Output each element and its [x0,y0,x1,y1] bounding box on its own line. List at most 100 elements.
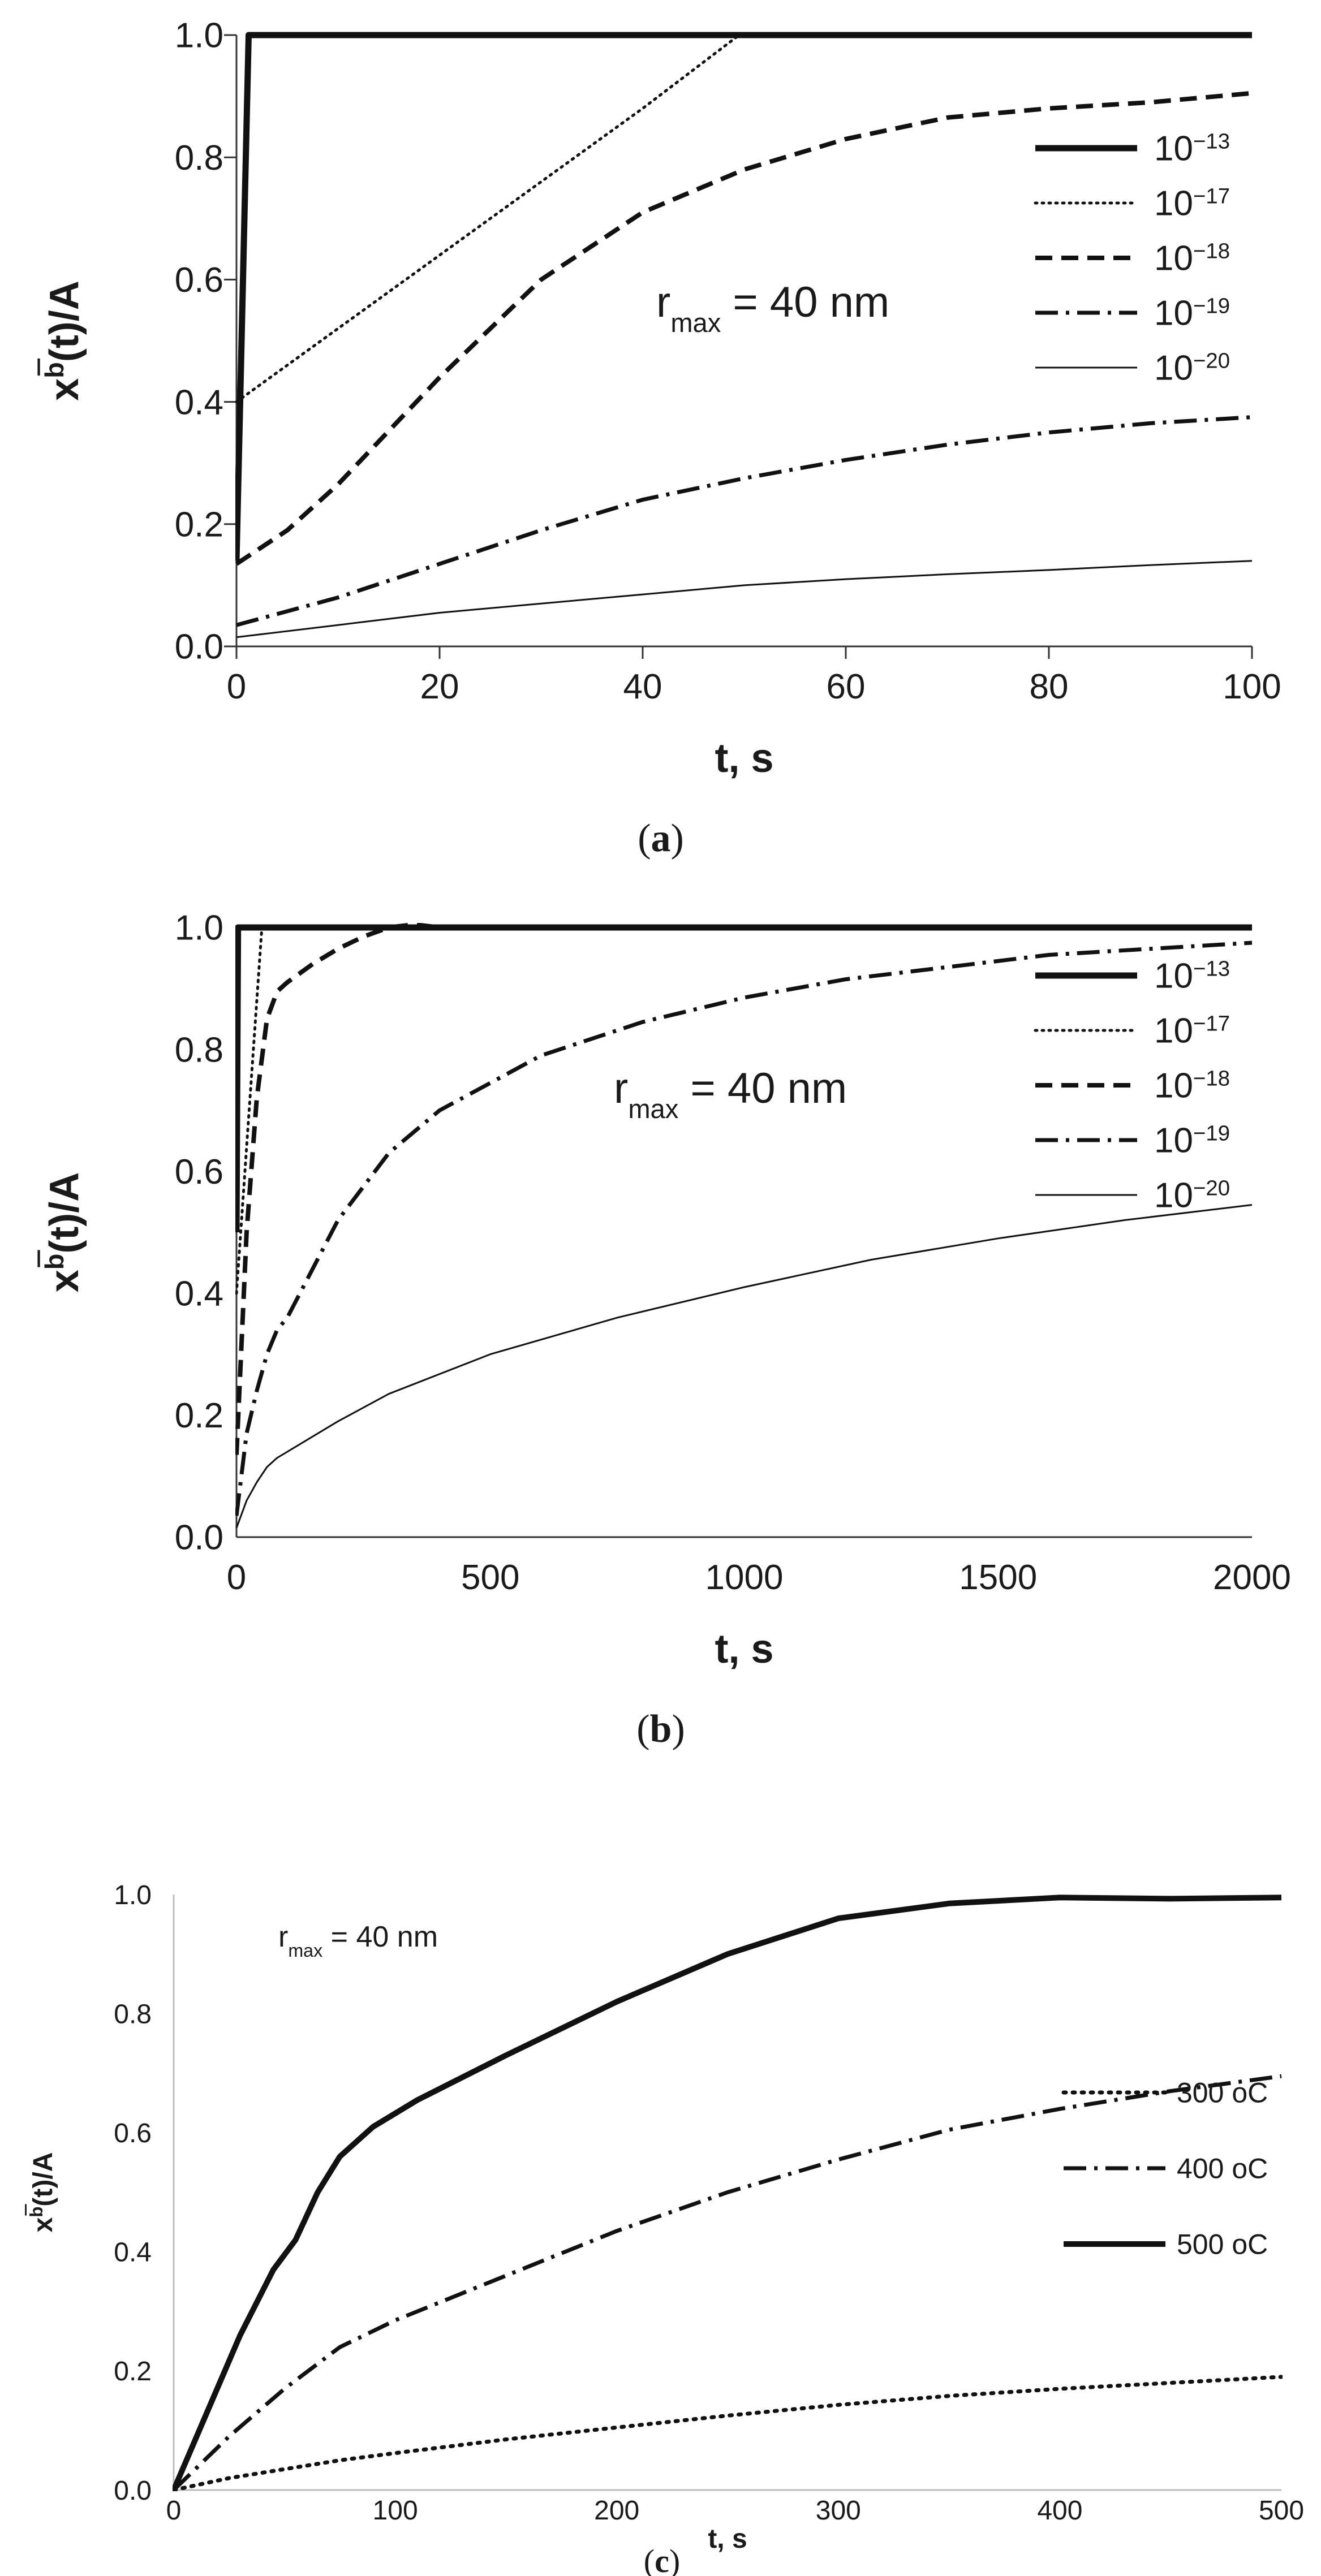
y-tick-label: 1.0 [175,909,223,948]
legend-exponent: −18 [1193,1066,1230,1090]
x-tick-label: 500 [1259,2496,1304,2526]
y-tick-label: 0.6 [175,1153,223,1192]
legend-label: 500 oC [1177,2229,1268,2260]
y-label-x: x [42,378,87,401]
y-axis-label: xb(t)/A [40,281,87,401]
chart-panel-c: 0 100 200 300 400 500 0.0 0.2 0.4 0.6 0.8 1.0 t, s xb… [25,1880,1304,2576]
series-line-2 [235,923,1252,1455]
legend-exponent: −19 [1193,294,1230,318]
panel-caption: (a) [638,817,684,860]
x-tick-label: 2000 [1213,1558,1291,1597]
x-tick-label: 1500 [959,1558,1037,1597]
legend-label: 10−17 [1154,1011,1230,1051]
y-axis-label: xb(t)/A [27,2152,59,2233]
legend-exponent: −17 [1193,1011,1230,1035]
series-line-1 [235,33,741,404]
caption-paren: ) [669,2543,680,2576]
annotation-r: r [656,278,670,326]
y-label-rest: (t)/A [28,2152,58,2207]
caption-letter: c [655,2543,669,2576]
series-line-0 [173,2375,1283,2491]
y-tick-label: 0.4 [114,2238,152,2268]
y-label-rest: (t)/A [42,281,87,362]
legend: 300 oC 400 oC 500 oC [1061,2077,1268,2260]
series-line-4 [235,1204,1253,1529]
legend-base: 10 [1154,239,1193,278]
legend-label: 10−13 [1154,956,1230,996]
y-tick-label: 0.0 [114,2476,152,2506]
caption-paren: ( [636,1707,649,1751]
y-axis-label: xb(t)/A [40,1172,87,1293]
legend-exponent: −17 [1193,184,1230,208]
legend-base: 10 [1154,957,1193,996]
series-line-3 [235,940,1253,1516]
x-tick-label: 80 [1030,667,1069,706]
legend-exponent: −13 [1193,956,1230,981]
annotation-rmax: rmax = 40 nm [278,1921,438,1961]
caption-letter: a [651,817,671,860]
x-tick-label: 0 [166,2496,182,2526]
y-label-rest: (t)/A [42,1172,87,1254]
y-tick-label: 1.0 [114,1880,152,1910]
series-line-3 [236,415,1253,627]
legend-label: 10−18 [1154,239,1230,278]
legend-exponent: −18 [1193,239,1230,263]
legend-base: 10 [1154,184,1193,223]
series-line-1 [235,926,264,1295]
x-axis-label: t, s [708,2524,747,2554]
y-tick-label: 0.2 [175,1396,223,1435]
annotation-rmax: rmax = 40 nm [614,1064,847,1124]
caption-paren: ) [672,1707,685,1751]
y-tick-label: 0.6 [114,2118,152,2148]
legend-label: 10−13 [1154,129,1230,169]
legend-label: 10−17 [1154,184,1230,223]
legend-label: 10−19 [1154,1121,1230,1160]
legend-exponent: −20 [1193,1176,1230,1200]
legend-base: 10 [1154,1176,1193,1215]
x-axis-label: t, s [715,1626,773,1672]
y-label-x: x [42,1270,87,1292]
legend-label: 10−20 [1154,348,1230,388]
caption-paren: ( [644,2543,655,2576]
x-tick-label: 400 [1037,2496,1082,2526]
caption-paren: ) [671,817,684,860]
y-tick-label: 0.2 [114,2357,152,2387]
legend-label: 10−18 [1154,1066,1230,1106]
annotation-sub: max [288,1940,322,1961]
x-tick-label: 200 [594,2496,639,2526]
annotation-rest: = 40 nm [721,278,889,326]
legend-exponent: −20 [1193,348,1230,373]
caption-letter: b [650,1707,672,1751]
panel-caption: (c) [644,2543,680,2576]
y-tick-label: 0.4 [175,1275,223,1314]
x-tick-label: 60 [827,667,866,706]
legend-base: 10 [1154,1121,1193,1160]
series-line-2 [235,90,1253,566]
y-tick-label: 0.2 [175,506,223,545]
y-tick-label: 0.0 [175,628,223,667]
legend-exponent: −13 [1193,129,1230,153]
x-tick-label: 0 [227,667,246,706]
x-tick-label: 1000 [705,1558,784,1597]
annotation-r: r [614,1064,628,1112]
legend-exponent: −19 [1193,1121,1230,1145]
y-label-x: x [28,2217,58,2232]
annotation-sub: max [628,1094,678,1124]
annotation-rest: = 40 nm [678,1064,847,1112]
annotation-rmax: rmax = 40 nm [656,278,889,338]
y-label-superscript: b [40,362,69,378]
series-line-1 [173,2074,1282,2491]
x-axis-label: t, s [715,736,773,781]
x-tick-label: 0 [227,1558,246,1597]
series-line-4 [236,560,1253,638]
x-tick-label: 100 [1223,667,1281,706]
legend-base: 10 [1154,1067,1193,1106]
y-tick-label: 0.8 [114,1999,152,2029]
y-tick-label: 0.0 [175,1518,223,1557]
legend-label: 400 oC [1177,2153,1268,2185]
x-tick-label: 500 [461,1558,519,1597]
legend-label: 10−19 [1154,294,1230,333]
legend-base: 10 [1154,130,1193,169]
